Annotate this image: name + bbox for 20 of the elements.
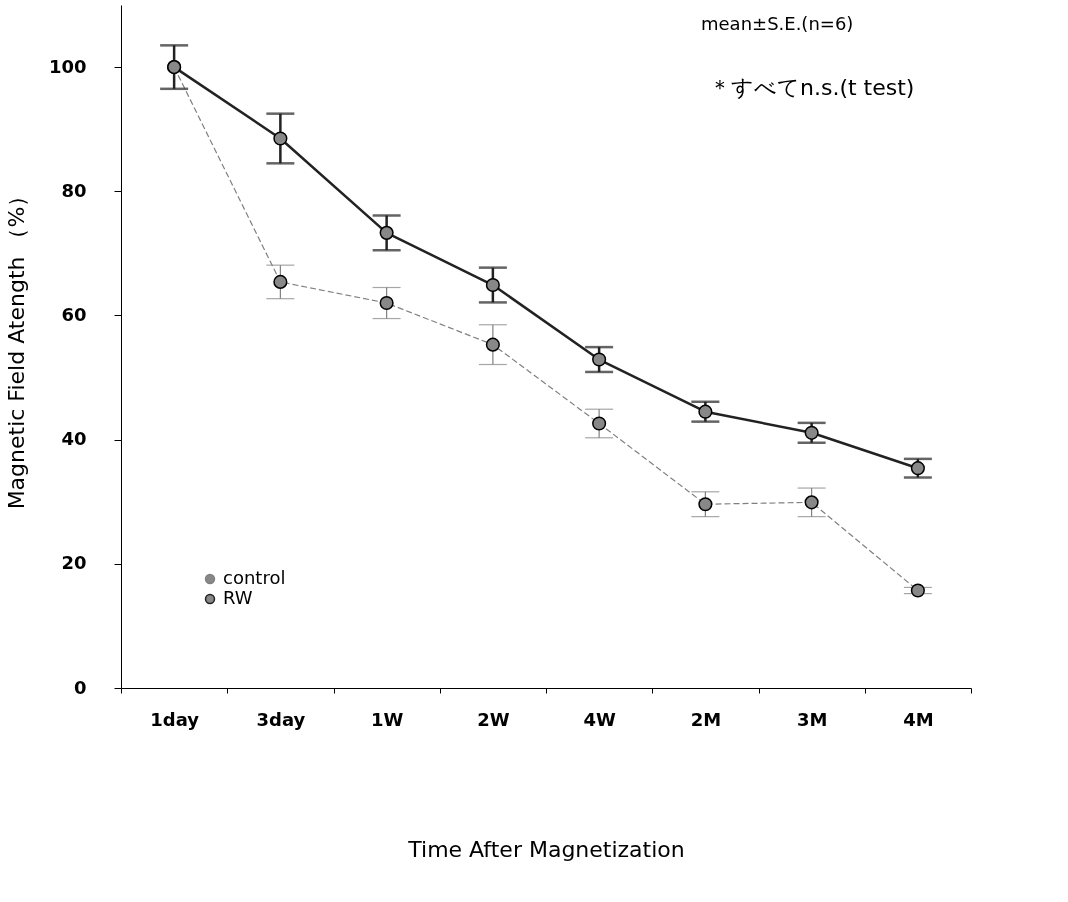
x-axis-title: Time After Magnetization (407, 836, 685, 862)
y-tick-label: 60 (61, 303, 87, 325)
y-tick-label: 0 (73, 676, 87, 698)
y-tick-label: 40 (61, 428, 87, 450)
x-tick-label: 2M (690, 708, 722, 730)
annotation: mean±S.E.(n=6) (701, 13, 854, 34)
legend-label: control (223, 567, 286, 588)
x-tick-label: 2W (477, 708, 510, 730)
x-tick-label: 3M (796, 708, 828, 730)
y-tick-label: 80 (61, 179, 87, 201)
y-tick-label: 20 (61, 552, 87, 574)
x-tick-label: 1W (370, 708, 404, 730)
x-tick-label: 1day (150, 708, 200, 730)
x-tick-label: 3day (256, 708, 306, 730)
annotation: ＊すべてn.s.(t test) (709, 75, 915, 100)
legend-label: RW (223, 587, 253, 608)
x-tick-label: 4W (583, 708, 616, 730)
y-tick-label: 100 (48, 55, 87, 77)
y-axis-title: Magnetic Field Atength （%） (3, 184, 29, 510)
x-tick-label: 4M (903, 708, 934, 730)
